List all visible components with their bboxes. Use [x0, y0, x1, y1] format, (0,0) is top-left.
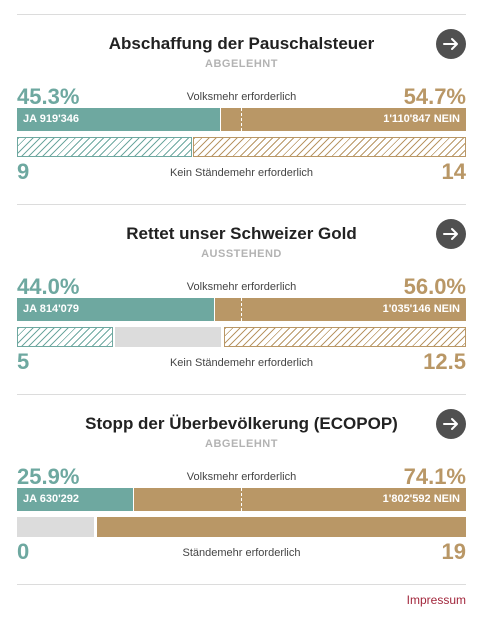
- ja-votes-label: JA 814'079: [23, 298, 80, 321]
- cantons-bar: [17, 137, 466, 157]
- staendemehr-label: Ständemehr erforderlich: [182, 547, 301, 559]
- popular-vote-bar: JA 814'079 1'035'146 NEIN: [17, 298, 466, 321]
- nein-cantons-count: 12.5: [423, 349, 466, 374]
- pending-cantons-segment: [17, 517, 94, 537]
- impressum-link[interactable]: Impressum: [406, 593, 466, 607]
- ja-cantons-count: 9: [17, 159, 30, 184]
- vote-title: Stopp der Überbevölkerung (ECOPOP): [85, 414, 398, 433]
- ja-votes-label: JA 919'346: [23, 108, 80, 131]
- vote-card-gold: Rettet unser Schweizer Gold AUSSTEHEND 4…: [17, 205, 466, 385]
- nein-percent: 74.1%: [403, 464, 466, 489]
- vote-status: ABGELEHNT: [205, 438, 278, 450]
- ja-cantons-count: 5: [17, 349, 30, 374]
- volksmehr-label: Volksmehr erforderlich: [186, 91, 297, 103]
- nein-votes-label: 1'035'146 NEIN: [382, 298, 460, 321]
- ja-cantons-count: 0: [17, 539, 30, 564]
- nein-cantons-segment: [97, 517, 466, 537]
- ja-percent: 44.0%: [17, 274, 80, 299]
- cantons-bar: [17, 517, 466, 537]
- nein-percent: 54.7%: [403, 84, 466, 109]
- staendemehr-label: Kein Ständemehr erforderlich: [169, 357, 314, 369]
- vote-title: Abschaffung der Pauschalsteuer: [108, 34, 375, 53]
- vote-card-pauschalsteuer: Abschaffung der Pauschalsteuer ABGELEHNT…: [17, 15, 466, 195]
- volksmehr-label: Volksmehr erforderlich: [186, 281, 297, 293]
- pending-cantons-segment: [115, 327, 221, 347]
- divider: [17, 14, 466, 15]
- volksmehr-label: Volksmehr erforderlich: [186, 471, 297, 483]
- majority-line: [241, 298, 242, 321]
- staendemehr-label: Kein Ständemehr erforderlich: [169, 167, 314, 179]
- arrow-right-circle-icon[interactable]: [436, 409, 466, 439]
- ja-percent: 25.9%: [17, 464, 80, 489]
- nein-percent: 56.0%: [403, 274, 466, 299]
- majority-line: [241, 488, 242, 511]
- divider: [17, 584, 466, 585]
- majority-line: [241, 108, 242, 131]
- nein-cantons-count: 14: [441, 159, 466, 184]
- divider: [17, 204, 466, 205]
- vote-status: AUSSTEHEND: [201, 248, 282, 260]
- nein-votes-label: 1'802'592 NEIN: [382, 488, 460, 511]
- ja-votes-label: JA 630'292: [23, 488, 80, 511]
- vote-status: ABGELEHNT: [205, 58, 278, 70]
- popular-vote-bar: JA 919'346 1'110'847 NEIN: [17, 108, 466, 131]
- ja-cantons-segment: [17, 137, 192, 157]
- nein-cantons-segment: [224, 327, 466, 347]
- vote-title: Rettet unser Schweizer Gold: [126, 224, 357, 243]
- nein-votes-label: 1'110'847 NEIN: [383, 108, 460, 131]
- ja-percent: 45.3%: [17, 84, 80, 109]
- nein-cantons-count: 19: [441, 539, 466, 564]
- arrow-right-circle-icon[interactable]: [436, 219, 466, 249]
- popular-vote-bar: JA 630'292 1'802'592 NEIN: [17, 488, 466, 511]
- ja-cantons-segment: [17, 327, 113, 347]
- divider: [17, 394, 466, 395]
- arrow-right-circle-icon[interactable]: [436, 29, 466, 59]
- nein-cantons-segment: [193, 137, 466, 157]
- cantons-bar: [17, 327, 466, 347]
- vote-card-ecopop: Stopp der Überbevölkerung (ECOPOP) ABGEL…: [17, 395, 466, 575]
